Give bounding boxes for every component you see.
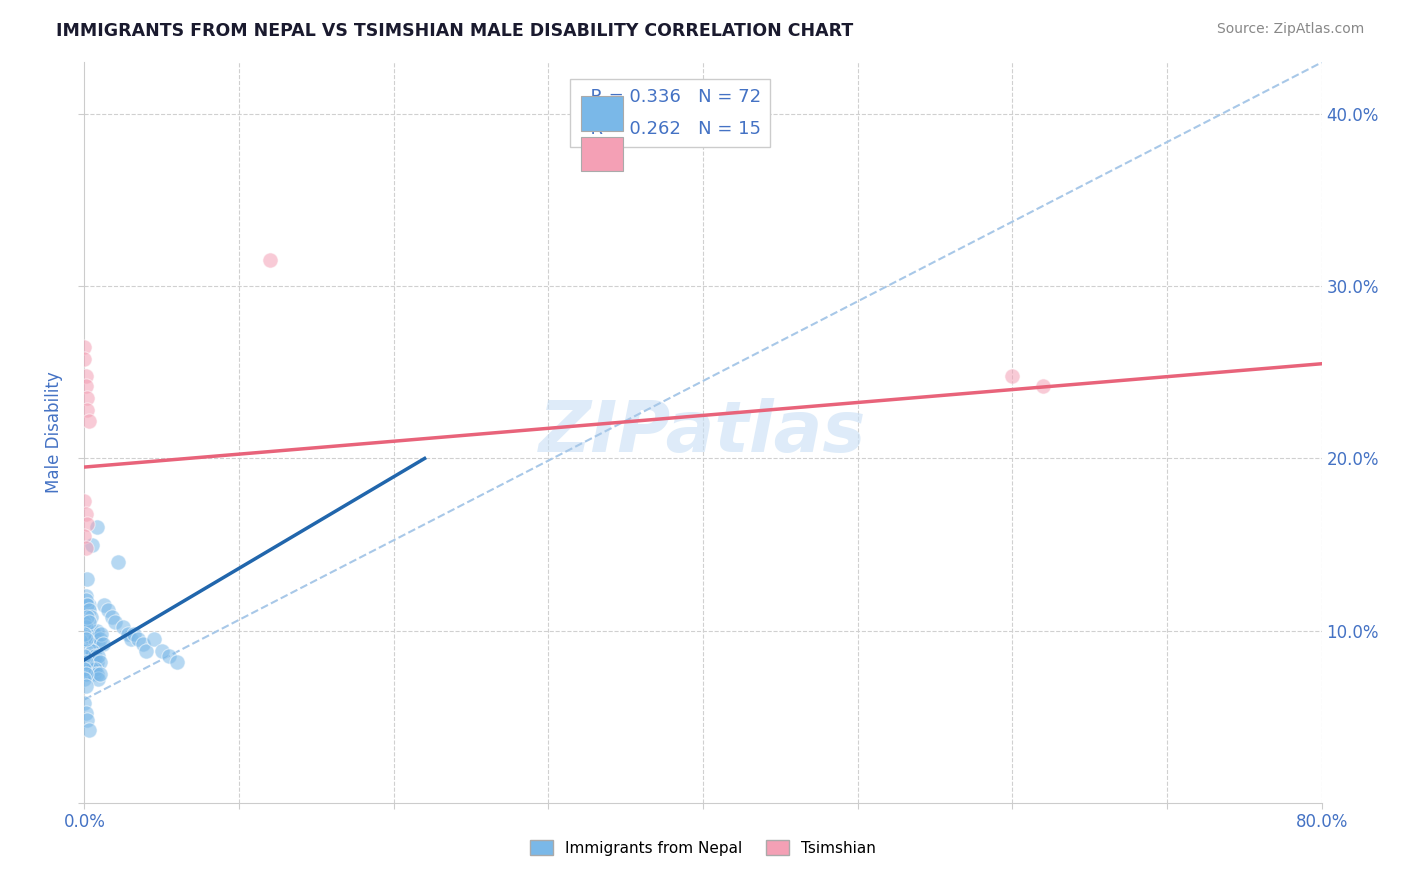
Point xyxy=(84,649,107,664)
Point xyxy=(82,644,104,658)
Y-axis label: Male Disability: Male Disability xyxy=(45,372,63,493)
Text: IMMIGRANTS FROM NEPAL VS TSIMSHIAN MALE DISABILITY CORRELATION CHART: IMMIGRANTS FROM NEPAL VS TSIMSHIAN MALE … xyxy=(56,22,853,40)
Point xyxy=(76,403,98,417)
Point xyxy=(1032,379,1054,393)
Point xyxy=(83,666,105,681)
Point xyxy=(76,572,98,586)
Point xyxy=(87,649,110,664)
Point xyxy=(90,627,112,641)
Point xyxy=(75,632,97,647)
Point xyxy=(127,632,149,647)
Point xyxy=(83,655,105,669)
Point xyxy=(89,666,111,681)
Point xyxy=(143,632,166,647)
Point xyxy=(76,516,98,531)
Point xyxy=(77,615,100,629)
Point xyxy=(96,603,118,617)
Point xyxy=(89,655,111,669)
Point xyxy=(86,520,108,534)
Point xyxy=(73,494,96,508)
Point xyxy=(75,592,97,607)
Point xyxy=(75,507,97,521)
Point xyxy=(75,620,97,634)
Point xyxy=(76,610,98,624)
Point xyxy=(117,627,139,641)
Point xyxy=(93,598,115,612)
Point xyxy=(79,666,101,681)
FancyBboxPatch shape xyxy=(581,137,623,171)
Point xyxy=(82,661,104,675)
Point xyxy=(82,624,104,638)
Point xyxy=(1001,368,1024,383)
Point xyxy=(79,649,101,664)
Point xyxy=(77,603,100,617)
Point xyxy=(77,598,100,612)
Point xyxy=(79,610,101,624)
Point xyxy=(91,637,114,651)
Point xyxy=(76,649,98,664)
Point xyxy=(82,537,104,551)
Point xyxy=(120,632,142,647)
Point xyxy=(86,655,108,669)
Point xyxy=(86,624,108,638)
FancyBboxPatch shape xyxy=(581,96,623,130)
Point xyxy=(83,627,105,641)
Point xyxy=(75,368,97,383)
Point xyxy=(76,391,98,405)
Point xyxy=(86,666,108,681)
Point xyxy=(84,661,107,675)
Point xyxy=(75,379,97,393)
Point xyxy=(75,661,97,675)
Point xyxy=(132,637,155,651)
Point xyxy=(77,723,100,738)
Point xyxy=(87,672,110,686)
Point xyxy=(166,655,188,669)
Point xyxy=(259,253,281,268)
Point xyxy=(76,666,98,681)
Point xyxy=(89,632,111,647)
Point xyxy=(122,627,145,641)
Legend: Immigrants from Nepal, Tsimshian: Immigrants from Nepal, Tsimshian xyxy=(524,834,882,862)
Point xyxy=(73,661,96,675)
Point xyxy=(75,632,97,647)
Point xyxy=(77,655,100,669)
Point xyxy=(73,615,96,629)
Point xyxy=(73,649,96,664)
Point xyxy=(75,666,97,681)
Point xyxy=(79,632,101,647)
Point xyxy=(75,541,97,555)
Point xyxy=(135,644,157,658)
Point xyxy=(77,637,100,651)
Text: ZIPatlas: ZIPatlas xyxy=(540,398,866,467)
Point xyxy=(73,339,96,353)
Point xyxy=(73,529,96,543)
Point xyxy=(77,661,100,675)
Point xyxy=(75,655,97,669)
Point xyxy=(104,615,127,629)
Point xyxy=(75,706,97,721)
Point xyxy=(73,672,96,686)
Point xyxy=(75,679,97,693)
Point xyxy=(84,632,107,647)
Point xyxy=(75,644,97,658)
Point xyxy=(76,598,98,612)
Point xyxy=(107,555,129,569)
Point xyxy=(76,627,98,641)
Point xyxy=(159,649,180,664)
Point xyxy=(77,413,100,427)
Point xyxy=(87,637,110,651)
Point xyxy=(73,627,96,641)
Text: R = 0.336   N = 72
  R = 0.262   N = 15: R = 0.336 N = 72 R = 0.262 N = 15 xyxy=(579,88,762,138)
Point xyxy=(101,610,124,624)
Point xyxy=(73,696,96,710)
Point xyxy=(73,351,96,366)
Text: Source: ZipAtlas.com: Source: ZipAtlas.com xyxy=(1216,22,1364,37)
Point xyxy=(150,644,173,658)
Point xyxy=(75,589,97,603)
Point xyxy=(112,620,135,634)
Point xyxy=(76,713,98,727)
